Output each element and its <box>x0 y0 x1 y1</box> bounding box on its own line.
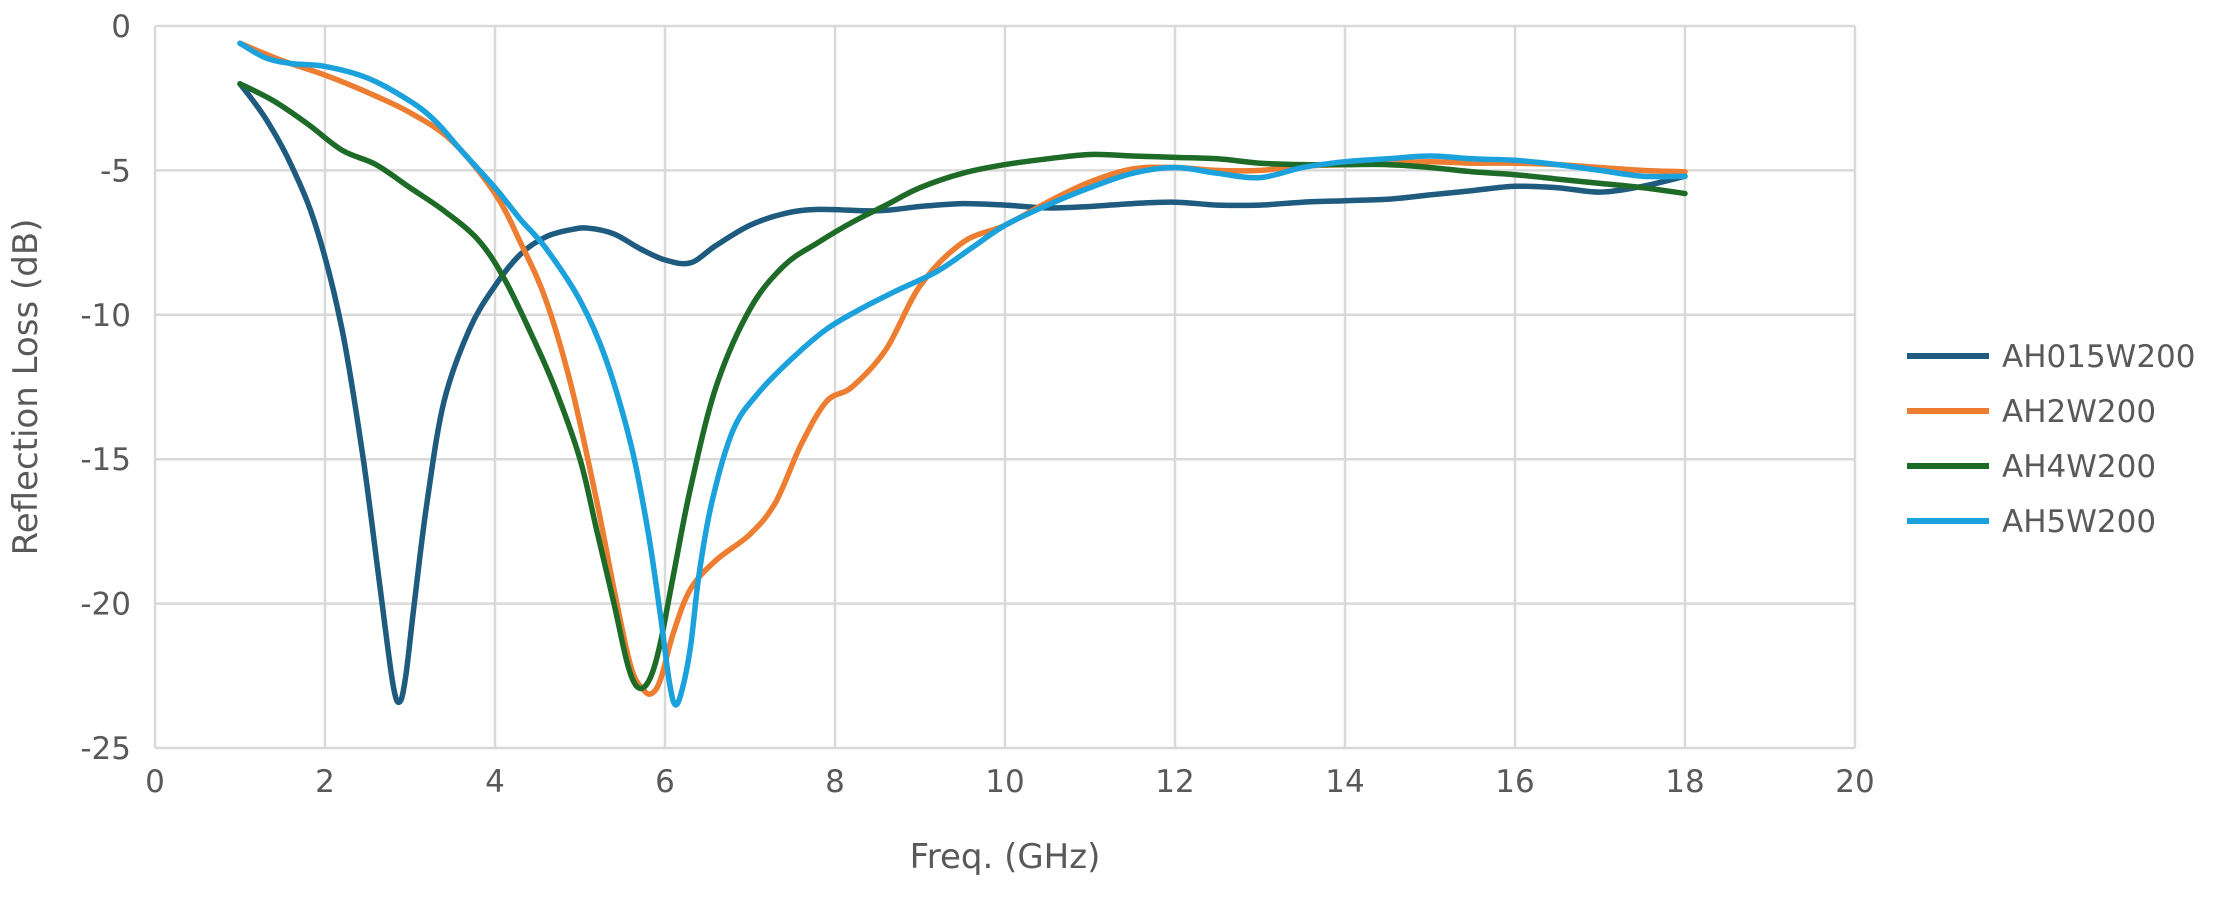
x-tick-label: 8 <box>825 764 845 800</box>
x-tick-label: 2 <box>315 764 335 800</box>
y-axis-title: Reflection Loss (dB) <box>6 219 46 556</box>
legend-label: AH2W200 <box>2002 394 2156 430</box>
y-tick-label: -15 <box>80 442 131 478</box>
x-tick-label: 16 <box>1495 764 1534 800</box>
x-tick-label: 4 <box>485 764 505 800</box>
x-tick-label: 18 <box>1665 764 1704 800</box>
x-tick-label: 20 <box>1835 764 1874 800</box>
series-line-ah5w200 <box>237 40 1688 708</box>
legend-label: AH4W200 <box>2002 449 2156 485</box>
series-line-ah2w200 <box>237 40 1688 697</box>
x-axis-title: Freq. (GHz) <box>910 837 1101 877</box>
x-tick-label: 0 <box>145 764 165 800</box>
series-line-ah4w200 <box>237 81 1688 692</box>
y-tick-label: 0 <box>111 9 131 45</box>
tick-labels: 0 2 4 6 8 10 12 14 16 18 20 0 -5 -10 -15 -20 -25 <box>80 9 1874 800</box>
x-tick-label: 12 <box>1155 764 1194 800</box>
y-tick-label: -20 <box>80 587 131 623</box>
x-tick-label: 10 <box>985 764 1024 800</box>
y-tick-label: -5 <box>100 153 131 189</box>
legend: AH015W200 AH2W200 AH4W200 AH5W200 <box>1907 339 2196 540</box>
y-tick-label: -25 <box>80 731 131 767</box>
series-lines <box>237 40 1688 708</box>
series-line-ah015w200 <box>237 81 1688 706</box>
y-tick-label: -10 <box>80 298 131 334</box>
x-tick-label: 14 <box>1325 764 1364 800</box>
legend-label: AH5W200 <box>2002 504 2156 540</box>
grid-lines <box>153 24 1857 750</box>
legend-label: AH015W200 <box>2002 339 2196 375</box>
x-tick-label: 6 <box>655 764 675 800</box>
